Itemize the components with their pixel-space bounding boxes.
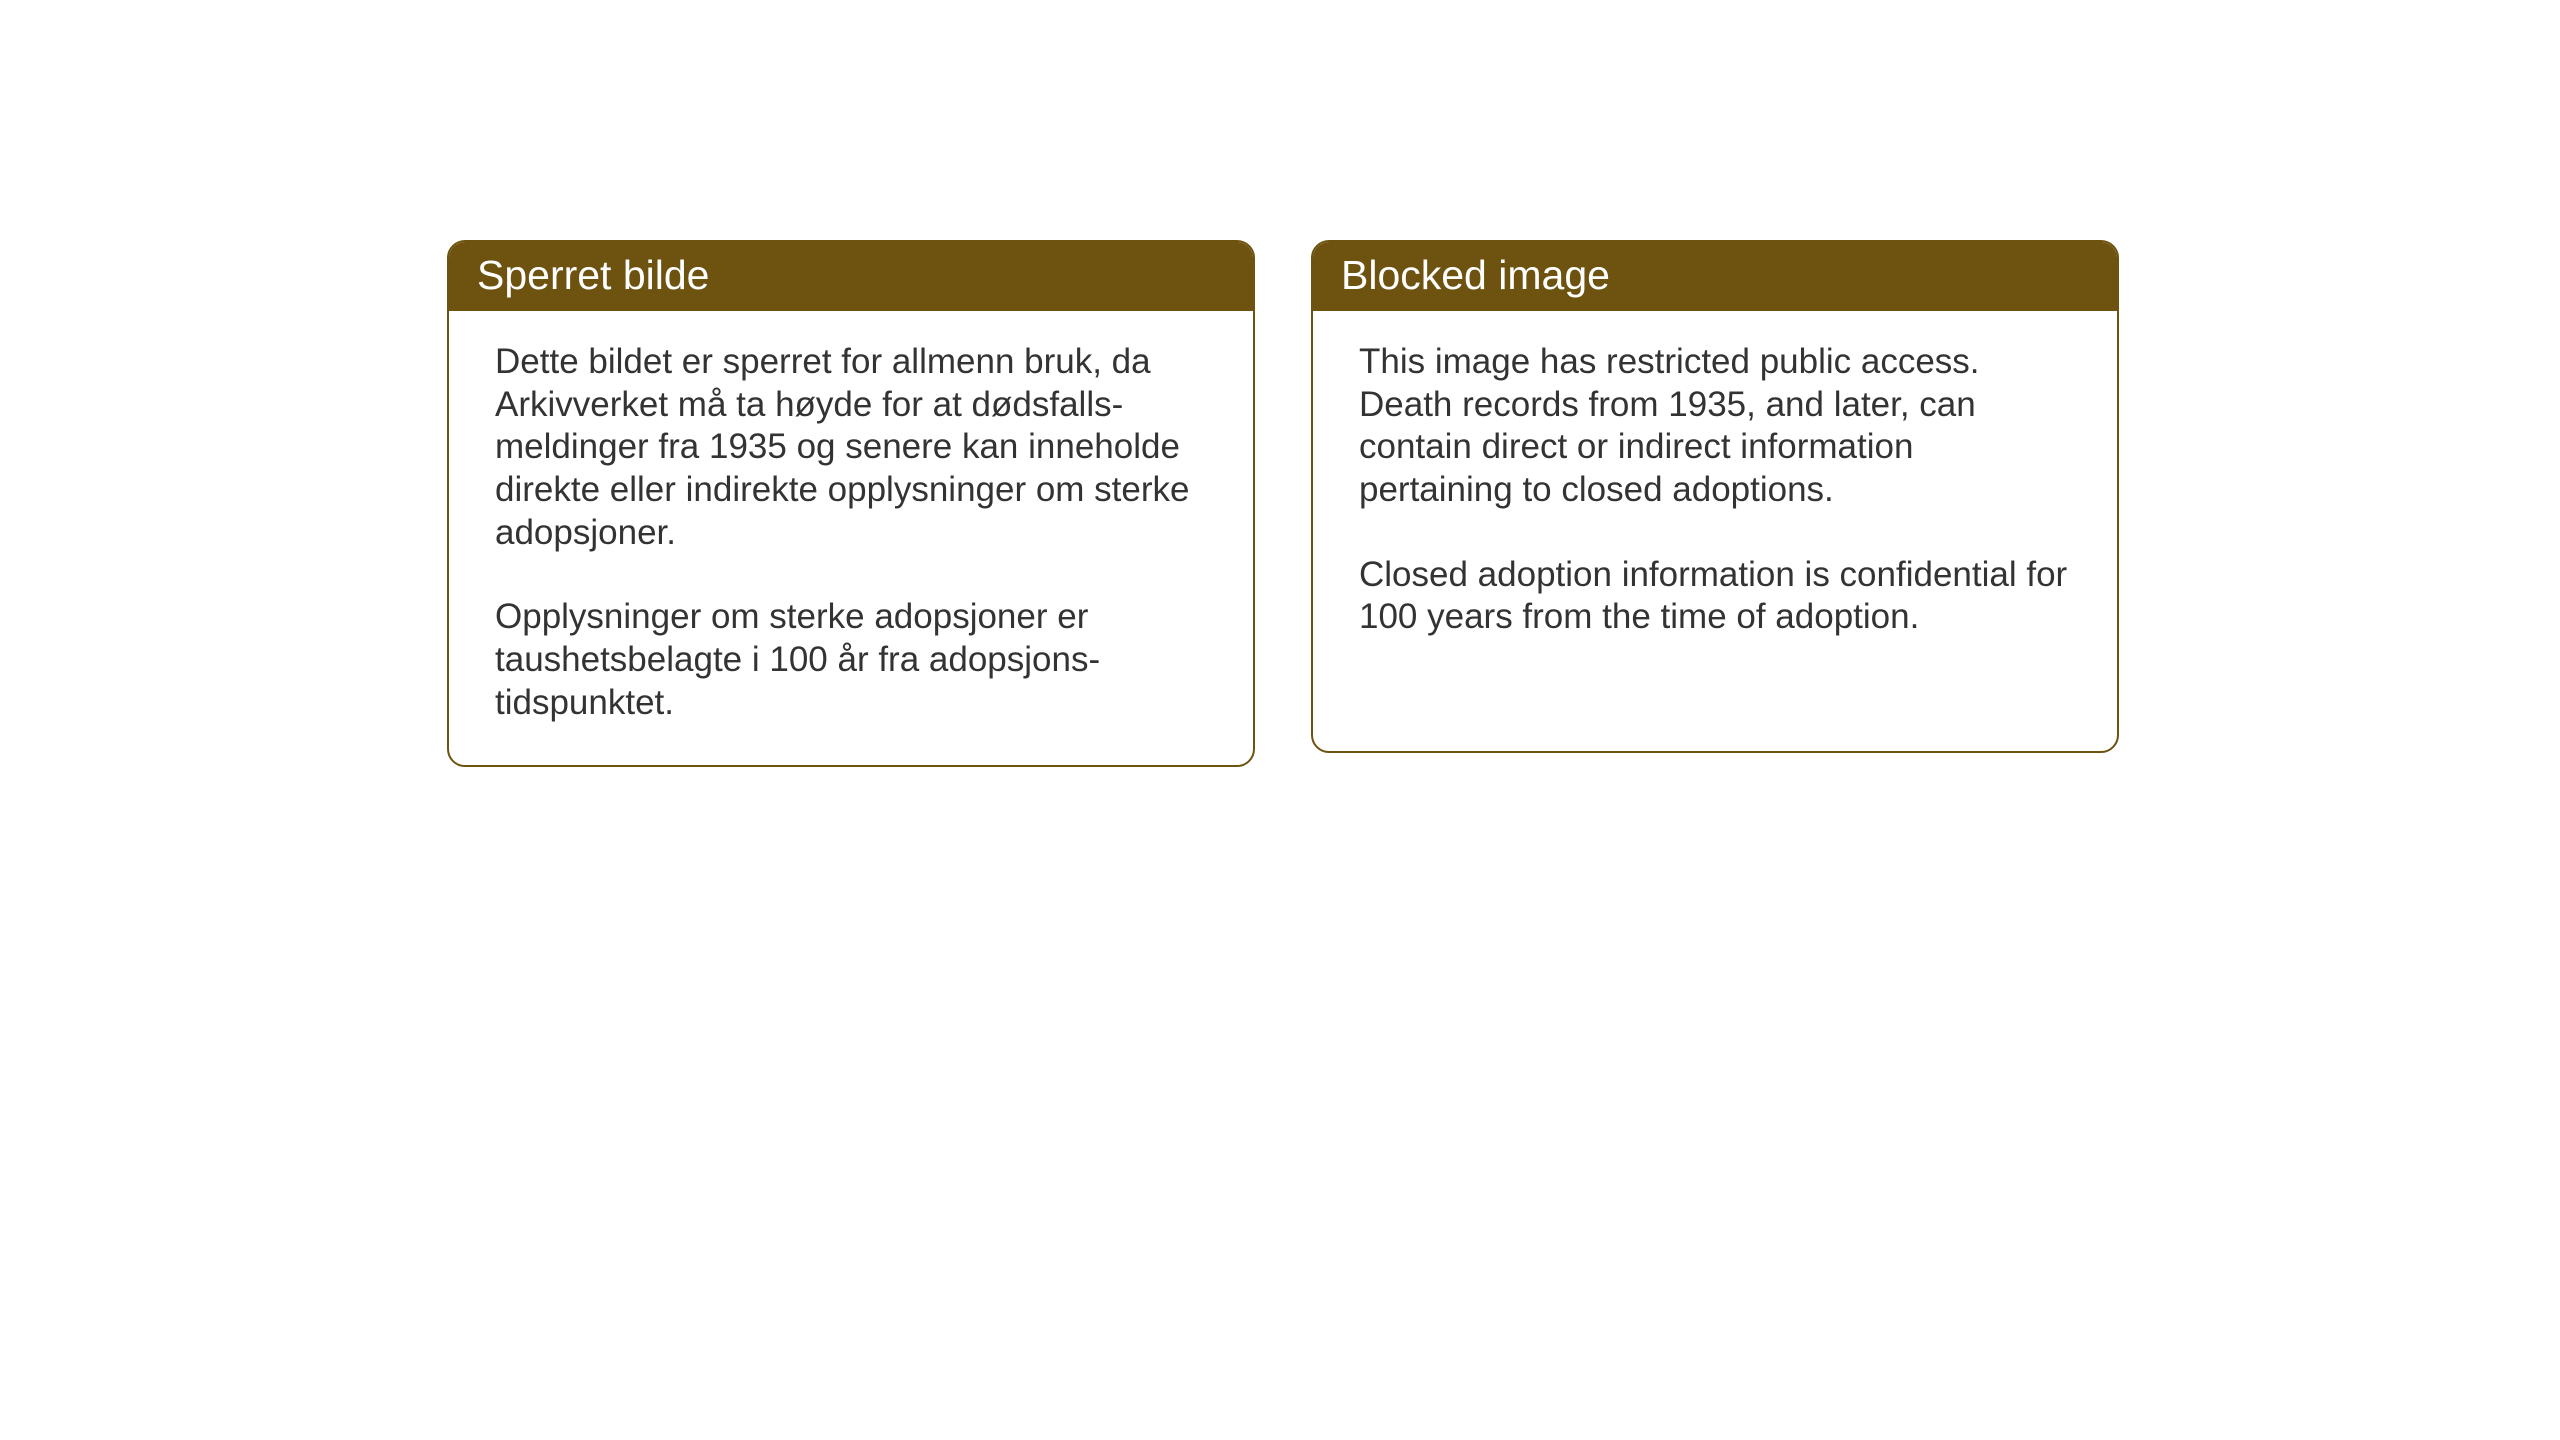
notice-card-english: Blocked image This image has restricted … [1311,240,2119,753]
paragraph-english-2: Closed adoption information is confident… [1359,554,2071,639]
card-header-norwegian: Sperret bilde [449,242,1253,311]
card-body-english: This image has restricted public access.… [1313,311,2117,679]
notice-card-norwegian: Sperret bilde Dette bildet er sperret fo… [447,240,1255,767]
card-title-english: Blocked image [1341,252,1610,298]
card-body-norwegian: Dette bildet er sperret for allmenn bruk… [449,311,1253,765]
card-title-norwegian: Sperret bilde [477,252,709,298]
paragraph-norwegian-2: Opplysninger om sterke adopsjoner er tau… [495,596,1207,724]
notice-cards-container: Sperret bilde Dette bildet er sperret fo… [447,240,2119,767]
paragraph-norwegian-1: Dette bildet er sperret for allmenn bruk… [495,341,1207,554]
card-header-english: Blocked image [1313,242,2117,311]
paragraph-english-1: This image has restricted public access.… [1359,341,2071,512]
